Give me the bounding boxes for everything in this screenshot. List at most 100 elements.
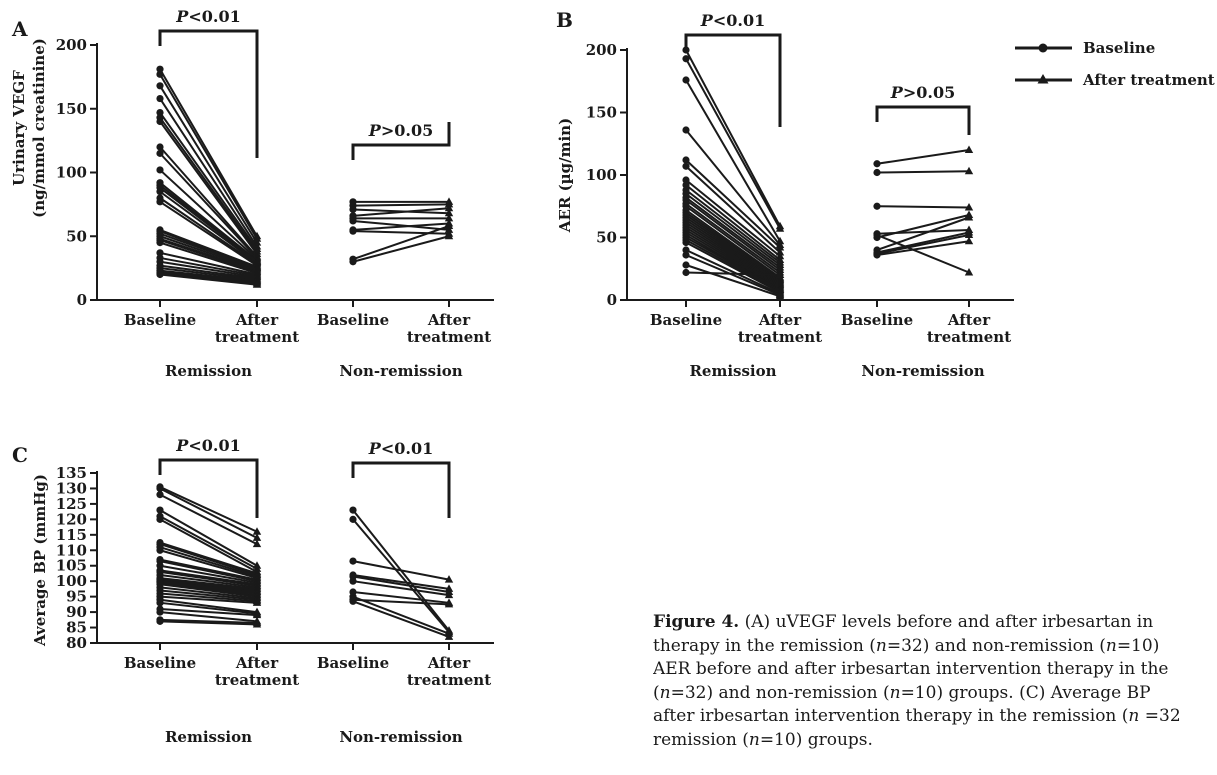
x-tick-label: After (235, 311, 279, 329)
paired-line (159, 618, 258, 624)
paired-line (159, 200, 258, 267)
paired-line (159, 273, 258, 286)
caption-line: after irbesartan intervention therapy in… (653, 705, 1217, 729)
paired-line (159, 518, 258, 573)
paired-line (685, 241, 781, 294)
y-tick-label: 80 (66, 634, 87, 652)
x-tick-label: Baseline (317, 311, 389, 329)
caption-text: (A) uVEGF levels before and after irbesa… (739, 612, 1154, 632)
paired-line (159, 515, 258, 570)
paired-line (159, 577, 258, 590)
after-treatment-point (964, 166, 974, 175)
paired-line (159, 239, 258, 273)
after-treatment-point (444, 208, 454, 217)
baseline-point (682, 246, 690, 254)
x-tick-label: After (947, 311, 991, 329)
paired-line (876, 234, 970, 274)
baseline-point (156, 117, 164, 126)
y-tick-label: 50 (596, 229, 617, 247)
legend-label-after: After treatment (1082, 71, 1215, 89)
paired-line (159, 228, 258, 268)
baseline-point (156, 239, 164, 247)
paired-line (352, 230, 450, 235)
baseline-point (156, 143, 164, 151)
paired-line (159, 146, 258, 258)
y-axis-label: Urinary VEGF (ng/mmol creatinine) (10, 38, 48, 218)
paired-line (685, 202, 781, 274)
paired-line (876, 170, 970, 174)
panel-label: B (556, 8, 573, 32)
after-treatment-point (964, 203, 974, 211)
significance-bracket (351, 461, 451, 518)
paired-line (352, 574, 450, 590)
paired-line (352, 219, 450, 231)
paired-line (685, 231, 781, 290)
baseline-point (349, 227, 357, 235)
paired-line (352, 518, 450, 633)
after-treatment-point (775, 224, 785, 232)
significance-bracket (875, 105, 971, 135)
y-tick-label: 135 (56, 464, 87, 482)
baseline-point (156, 108, 164, 117)
paired-line (159, 187, 258, 263)
paired-line (159, 586, 258, 600)
after-treatment-point (775, 291, 785, 300)
paired-line (685, 159, 781, 249)
p-value-text: >0.05 (903, 83, 955, 102)
paired-line (159, 598, 258, 614)
group-label: Remission (689, 362, 776, 380)
y-tick-label: 90 (66, 603, 87, 621)
caption-italic-n: n (659, 682, 671, 703)
paired-line (159, 570, 258, 587)
paired-line (685, 79, 781, 242)
after-treatment-point (444, 632, 454, 640)
paired-line (159, 541, 258, 575)
p-value-text: <0.01 (188, 7, 240, 26)
baseline-point (349, 557, 357, 565)
paired-line (685, 239, 781, 293)
x-tick-label: After (427, 311, 471, 329)
legend-marker-circle (1038, 43, 1048, 53)
paired-line (685, 214, 781, 281)
group-label: Non-remission (861, 362, 984, 380)
baseline-point (682, 268, 690, 277)
paired-line (159, 589, 258, 601)
baseline-point (156, 617, 164, 625)
baseline-point (873, 168, 881, 177)
after-treatment-point (964, 213, 974, 221)
paired-line (352, 560, 450, 581)
after-treatment-point (964, 230, 974, 238)
paired-line (352, 225, 450, 261)
series-non-remission (349, 506, 454, 640)
paired-line (685, 226, 781, 288)
baseline-point (349, 597, 357, 605)
baseline-point (156, 188, 164, 196)
paired-line (352, 235, 450, 263)
y-axis-label: AER (µg/min) (556, 118, 574, 233)
series-remission (682, 46, 785, 300)
after-treatment-point (444, 599, 454, 608)
paired-line (159, 264, 258, 280)
paired-line (352, 595, 450, 635)
after-treatment-point (444, 231, 454, 240)
paired-line (685, 179, 781, 258)
y-tick-label: 115 (56, 526, 87, 544)
paired-line (876, 234, 970, 255)
y-tick-label: 150 (586, 104, 617, 122)
baseline-point (156, 515, 164, 523)
paired-line (685, 189, 781, 264)
baseline-point (156, 484, 164, 493)
p-value-text: >0.05 (381, 121, 433, 140)
baseline-point (682, 251, 690, 259)
p-value-label: P<0.01 (175, 436, 240, 455)
paired-line (159, 549, 258, 580)
after-treatment-point (775, 243, 785, 251)
after-treatment-point (252, 619, 262, 628)
group-label: Non-remission (339, 362, 462, 380)
series-remission (156, 483, 262, 628)
x-tick-label: treatment (738, 328, 822, 346)
caption-italic-n: n (748, 729, 760, 750)
significance-bracket (684, 33, 782, 127)
baseline-point (156, 82, 164, 90)
